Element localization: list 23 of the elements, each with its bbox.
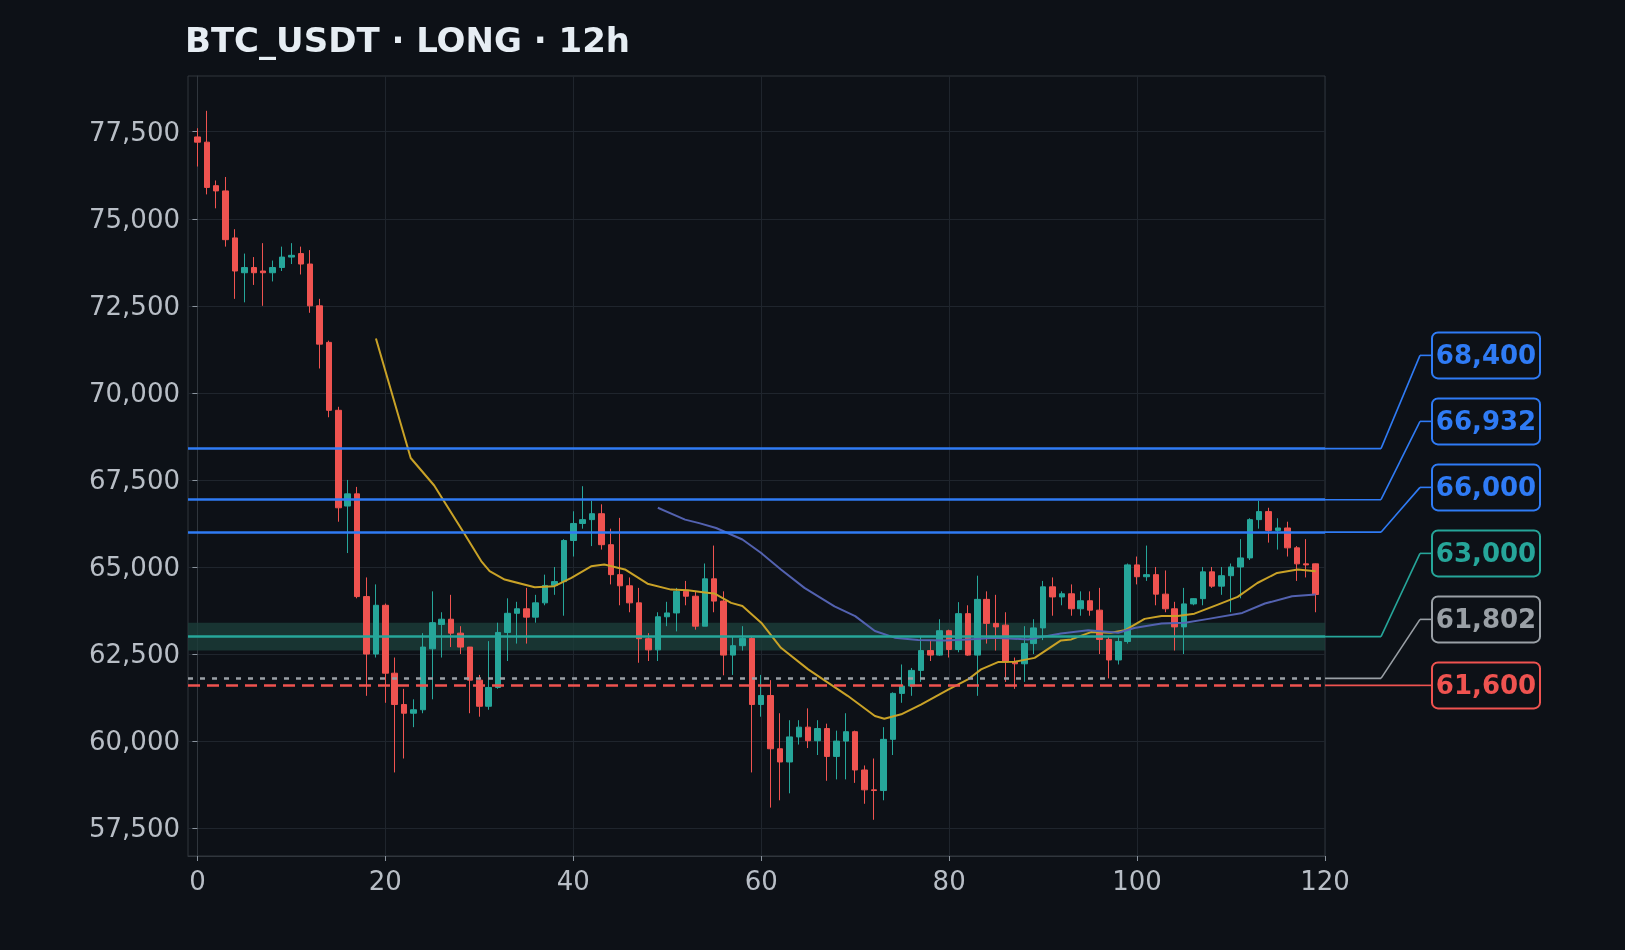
y-tick-label: 62,500 [89,639,180,670]
y-tick-label: 67,500 [89,464,180,495]
y-tick-label: 57,500 [89,813,180,844]
ref-line-label: 61,600 [1435,670,1537,701]
x-tick-label: 100 [1112,866,1162,896]
legend-label: 68,400 [1435,340,1537,371]
legend-label: 66,932 [1435,406,1537,437]
y-tick-label: 72,500 [89,290,180,321]
x-tick-label: 40 [556,866,590,896]
legend-label: 66,000 [1435,472,1537,503]
x-tick-label: 80 [932,866,966,896]
x-tick-label: 0 [189,866,206,896]
x-tick-label: 20 [368,866,402,896]
y-tick-label: 75,000 [89,203,180,234]
legend-label: 63,000 [1435,538,1537,569]
x-tick-label: 60 [744,866,778,896]
y-tick-label: 77,500 [89,116,180,147]
y-tick-label: 70,000 [89,377,180,408]
y-tick-label: 60,000 [89,726,180,757]
x-tick-label: 120 [1300,866,1350,896]
legend-label: 61,802 [1435,604,1537,635]
chart-title: BTC_USDT · LONG · 12h [185,20,630,60]
y-tick-label: 65,000 [89,551,180,582]
